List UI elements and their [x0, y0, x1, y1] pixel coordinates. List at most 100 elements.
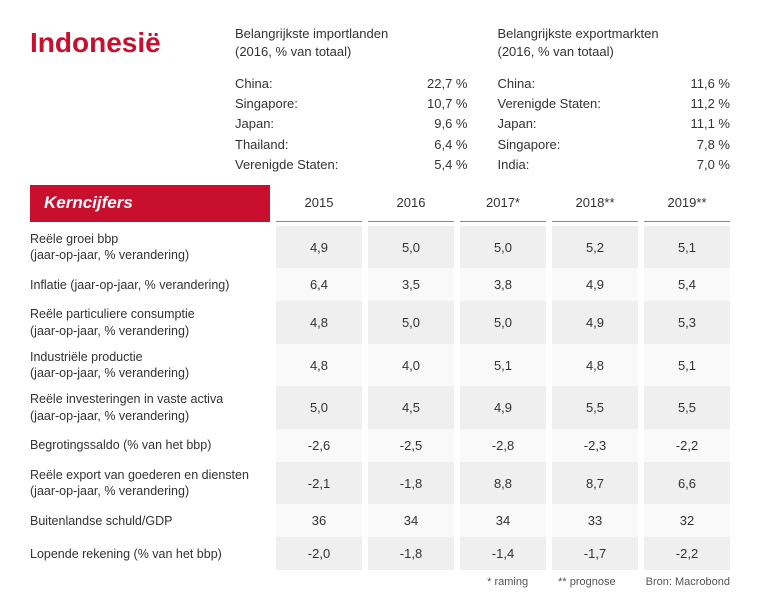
imports-block: Belangrijkste importlanden (2016, % van … [235, 25, 468, 175]
table-row: Begrotingssaldo (% van het bbp)-2,6-2,5-… [30, 429, 730, 462]
table-cell: -2,1 [276, 462, 362, 505]
year-header: 2017* [460, 185, 546, 222]
row-label: Inflatie (jaar-op-jaar, % verandering) [30, 268, 270, 301]
trade-item: Thailand: 6,4 % [235, 135, 468, 155]
imports-heading-line1: Belangrijkste importlanden [235, 26, 388, 41]
table-cell: -2,3 [552, 429, 638, 462]
row-label-line1: Reële export van goederen en diensten [30, 467, 270, 483]
row-label: Begrotingssaldo (% van het bbp) [30, 429, 270, 462]
table-cell: 5,1 [644, 226, 730, 269]
table-row: Reële export van goederen en diensten(ja… [30, 462, 730, 505]
table-row: Reële groei bbp(jaar-op-jaar, % verander… [30, 226, 730, 269]
trade-item: Verenigde Staten:5,4 % [235, 155, 468, 175]
imports-heading-line2: (2016, % van totaal) [235, 44, 351, 59]
table-cell: -2,5 [368, 429, 454, 462]
trade-value: 6,4 % [434, 135, 467, 155]
row-label-line2: (jaar-op-jaar, % verandering) [30, 247, 270, 263]
footnote-forecast: ** prognose [558, 576, 616, 588]
row-label-line1: Industriële productie [30, 349, 270, 365]
row-label-line2: (jaar-op-jaar, % verandering) [30, 365, 270, 381]
table-cell: 4,9 [460, 386, 546, 429]
table-row: Buitenlandse schuld/GDP3634343332 [30, 504, 730, 537]
table-cell: 5,0 [460, 301, 546, 344]
table-cell: 5,4 [644, 268, 730, 301]
table-cell: 5,1 [644, 344, 730, 387]
table-cell: 5,5 [552, 386, 638, 429]
table-cell: -1,8 [368, 537, 454, 570]
table-cell: 5,2 [552, 226, 638, 269]
table-cell: 34 [460, 504, 546, 537]
trade-item: Singapore: 10,7 % [235, 94, 468, 114]
table-cell: 6,6 [644, 462, 730, 505]
row-label: Reële investeringen in vaste activa(jaar… [30, 386, 270, 429]
table-cell: 8,8 [460, 462, 546, 505]
footnote-estimate: * raming [487, 576, 528, 588]
imports-list: China:22,7 % Singapore: 10,7 % Japan: 9,6 … [235, 74, 468, 175]
trade-value: 10,7 % [427, 94, 467, 114]
key-figures-table: Kerncijfers 2015 2016 2017* 2018** 2019*… [30, 185, 730, 571]
table-cell: 5,0 [460, 226, 546, 269]
table-cell: -1,4 [460, 537, 546, 570]
row-label: Reële particuliere consumptie(jaar-op-ja… [30, 301, 270, 344]
row-label-line1: Reële groei bbp [30, 231, 270, 247]
table-cell: 4,9 [552, 268, 638, 301]
table-cell: 5,0 [276, 386, 362, 429]
trade-value: 11,1 % [690, 114, 730, 134]
year-header: 2018** [552, 185, 638, 222]
trade-value: 7,0 % [697, 155, 730, 175]
trade-country: China: [235, 74, 273, 94]
trade-country: Singapore: [498, 135, 561, 155]
table-cell: 4,5 [368, 386, 454, 429]
exports-block: Belangrijkste exportmarkten (2016, % van… [498, 25, 731, 175]
table-cell: 4,0 [368, 344, 454, 387]
trade-country: Verenigde Staten: [498, 94, 601, 114]
trade-country: Japan: [235, 114, 274, 134]
trade-country: Singapore: [235, 94, 298, 114]
trade-country: China: [498, 74, 536, 94]
table-body: Reële groei bbp(jaar-op-jaar, % verander… [30, 226, 730, 571]
trade-value: 11,2 % [690, 94, 730, 114]
table-cell: -2,2 [644, 537, 730, 570]
table-row: Reële particuliere consumptie(jaar-op-ja… [30, 301, 730, 344]
trade-value: 11,6 % [690, 74, 730, 94]
row-label: Lopende rekening (% van het bbp) [30, 537, 270, 570]
trade-country: Japan: [498, 114, 537, 134]
footnote-row: * raming ** prognose Bron: Macrobond [30, 576, 730, 588]
table-cell: 36 [276, 504, 362, 537]
table-cell: -2,6 [276, 429, 362, 462]
exports-heading-line1: Belangrijkste exportmarkten [498, 26, 659, 41]
table-row: Industriële productie(jaar-op-jaar, % ve… [30, 344, 730, 387]
table-cell: 4,9 [552, 301, 638, 344]
row-label: Buitenlandse schuld/GDP [30, 504, 270, 537]
row-label: Reële export van goederen en diensten(ja… [30, 462, 270, 505]
table-cell: 4,8 [276, 344, 362, 387]
trade-value: 7,8 % [697, 135, 730, 155]
trade-country: Thailand: [235, 135, 288, 155]
table-cell: 4,8 [276, 301, 362, 344]
row-label-line1: Buitenlandse schuld/GDP [30, 513, 270, 529]
table-row: Lopende rekening (% van het bbp)-2,0-1,8… [30, 537, 730, 570]
row-label: Reële groei bbp(jaar-op-jaar, % verander… [30, 226, 270, 269]
table-cell: 3,5 [368, 268, 454, 301]
imports-heading: Belangrijkste importlanden (2016, % van … [235, 25, 468, 60]
exports-heading: Belangrijkste exportmarkten (2016, % van… [498, 25, 731, 60]
table-header-row: Kerncijfers 2015 2016 2017* 2018** 2019*… [30, 185, 730, 226]
table-badge: Kerncijfers [30, 185, 270, 222]
trade-item: Japan: 9,6 % [235, 114, 468, 134]
exports-heading-line2: (2016, % van totaal) [498, 44, 614, 59]
page-title: Indonesië [30, 25, 205, 175]
table-cell: -2,8 [460, 429, 546, 462]
table-cell: 5,3 [644, 301, 730, 344]
row-label-line2: (jaar-op-jaar, % verandering) [30, 323, 270, 339]
trade-item: China:22,7 % [235, 74, 468, 94]
table-cell: 5,0 [368, 301, 454, 344]
trade-item: India:7,0 % [498, 155, 731, 175]
footnote-source: Bron: Macrobond [646, 576, 730, 588]
trade-item: Japan: 11,1 % [498, 114, 731, 134]
year-header: 2015 [276, 185, 362, 222]
table-cell: 33 [552, 504, 638, 537]
trade-value: 9,6 % [434, 114, 467, 134]
table-cell: 8,7 [552, 462, 638, 505]
header-section: Indonesië Belangrijkste importlanden (20… [30, 25, 730, 175]
row-label: Industriële productie(jaar-op-jaar, % ve… [30, 344, 270, 387]
